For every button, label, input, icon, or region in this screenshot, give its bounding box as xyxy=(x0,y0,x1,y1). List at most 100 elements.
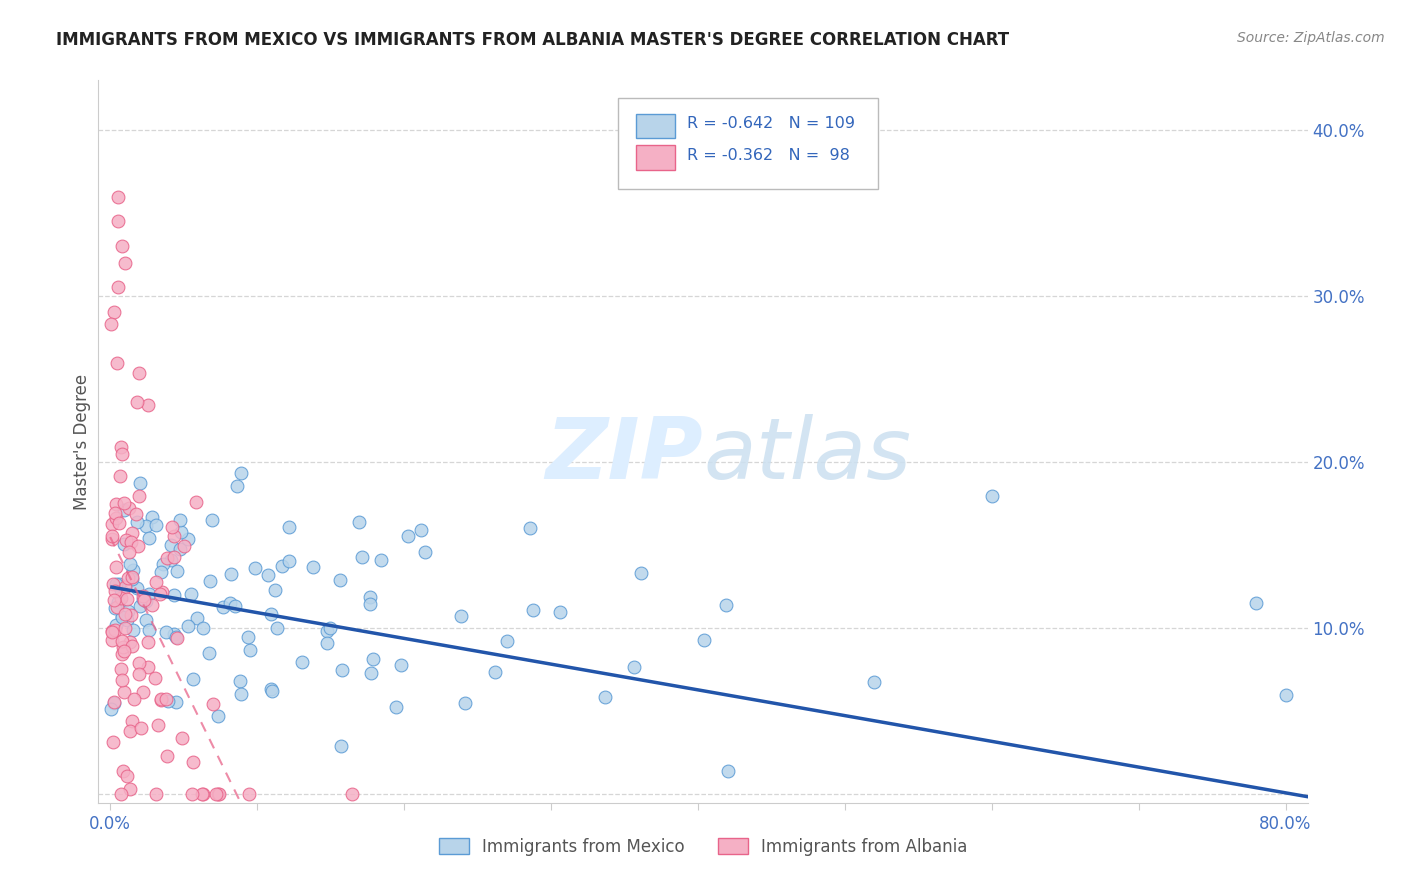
Point xyxy=(103,695,125,709)
Point xyxy=(156,748,179,763)
Text: ZIP: ZIP xyxy=(546,415,703,498)
Point xyxy=(360,666,382,681)
Point xyxy=(128,666,150,681)
Point xyxy=(207,788,229,802)
Point xyxy=(204,788,226,802)
Point xyxy=(101,529,124,543)
Point xyxy=(121,570,143,584)
Point xyxy=(121,640,143,654)
Point xyxy=(115,591,138,606)
Point xyxy=(160,538,183,552)
Point xyxy=(111,609,134,624)
Point xyxy=(385,699,408,714)
Point xyxy=(103,697,125,711)
Point xyxy=(136,660,159,674)
Point xyxy=(112,496,135,510)
Point xyxy=(104,584,127,599)
Point xyxy=(108,516,131,530)
Point xyxy=(107,214,129,228)
Point xyxy=(186,611,208,625)
Point xyxy=(163,627,186,641)
Point xyxy=(239,643,262,657)
Point xyxy=(101,577,124,591)
Point xyxy=(169,513,191,527)
Point xyxy=(111,640,134,655)
Point xyxy=(125,515,148,529)
Point xyxy=(105,356,128,370)
Point xyxy=(522,603,544,617)
Point xyxy=(110,469,132,483)
Point xyxy=(145,574,167,589)
Point xyxy=(111,610,134,624)
Point xyxy=(260,607,283,622)
FancyBboxPatch shape xyxy=(619,98,879,189)
Point xyxy=(548,605,571,619)
Text: R = -0.642   N = 109: R = -0.642 N = 109 xyxy=(688,116,855,131)
Point xyxy=(201,513,224,527)
Point xyxy=(110,591,132,605)
Point xyxy=(150,585,173,599)
Point xyxy=(191,788,214,802)
Text: Source: ZipAtlas.com: Source: ZipAtlas.com xyxy=(1237,31,1385,45)
Point xyxy=(228,673,250,688)
Point xyxy=(278,520,301,534)
Point xyxy=(103,305,125,319)
Point xyxy=(714,598,737,612)
Point xyxy=(127,539,149,553)
Y-axis label: Master's Degree: Master's Degree xyxy=(73,374,91,509)
Point xyxy=(117,571,139,585)
Point xyxy=(291,655,314,669)
Point xyxy=(413,545,436,559)
Point xyxy=(198,574,221,588)
Point xyxy=(236,630,259,644)
Point xyxy=(181,788,204,802)
Point xyxy=(260,682,283,697)
Point xyxy=(120,557,142,571)
Point xyxy=(330,663,353,677)
Point xyxy=(128,366,150,380)
Point xyxy=(111,673,134,687)
Point xyxy=(143,671,166,685)
Point xyxy=(177,619,200,633)
Point xyxy=(277,554,299,568)
Point xyxy=(125,581,148,595)
Point xyxy=(128,656,150,670)
Point xyxy=(112,685,135,699)
Point xyxy=(359,597,381,611)
Point xyxy=(180,587,202,601)
Point xyxy=(125,394,148,409)
FancyBboxPatch shape xyxy=(637,113,675,138)
Point xyxy=(105,559,128,574)
Point xyxy=(101,532,124,546)
Point xyxy=(173,539,195,553)
Point xyxy=(181,755,204,769)
Point xyxy=(347,516,370,530)
Point xyxy=(226,479,249,493)
Point xyxy=(155,625,177,640)
Point xyxy=(693,632,716,647)
Point xyxy=(120,723,142,738)
Point xyxy=(329,739,352,753)
Point xyxy=(177,532,200,546)
Point xyxy=(111,448,134,462)
Point xyxy=(717,764,740,778)
Point xyxy=(181,672,204,686)
Point xyxy=(411,523,433,537)
Point xyxy=(361,651,384,665)
Point xyxy=(219,567,242,582)
Point xyxy=(454,696,477,710)
Point xyxy=(136,635,159,649)
Point xyxy=(342,788,364,802)
Point xyxy=(352,550,374,565)
Point xyxy=(370,553,392,567)
Point xyxy=(135,518,157,533)
Point xyxy=(112,537,135,551)
Point xyxy=(120,782,142,797)
Point xyxy=(302,560,325,574)
Point xyxy=(166,564,188,578)
Point xyxy=(149,692,172,706)
Point xyxy=(115,613,138,627)
Point xyxy=(160,553,183,567)
Point xyxy=(238,788,260,802)
Point xyxy=(190,788,212,802)
